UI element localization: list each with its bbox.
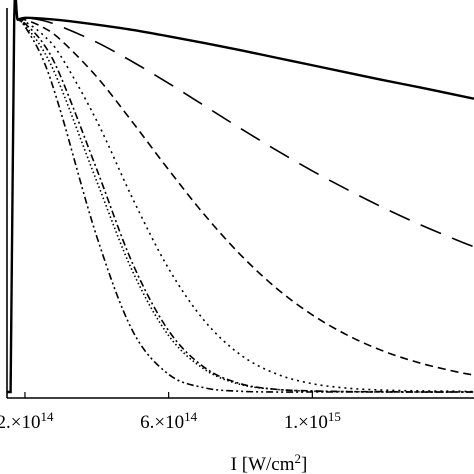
x-tick-layer: 2.×1014 6.×1014 1.×1015 <box>0 392 341 433</box>
series-line-1 <box>7 0 474 394</box>
series-layer <box>7 0 474 394</box>
series-line-6 <box>7 0 474 393</box>
x-axis-title-sup: 2 <box>295 451 302 466</box>
series-line-5 <box>7 0 474 393</box>
series-line-4 <box>7 0 474 393</box>
x-axis-title-main: I [W/cm <box>231 454 295 474</box>
x-tick-label-3: 1.×1015 <box>284 409 341 434</box>
x-axis-title-end: ] <box>301 454 307 474</box>
series-line-7 <box>7 0 474 393</box>
x-tick-label-2: 6.×1014 <box>140 409 197 434</box>
series-line-3 <box>7 0 474 393</box>
series-line-2 <box>7 0 474 393</box>
x-axis-title: I [W/cm2] <box>231 451 308 474</box>
x-tick-label-1: 2.×1014 <box>0 409 54 434</box>
